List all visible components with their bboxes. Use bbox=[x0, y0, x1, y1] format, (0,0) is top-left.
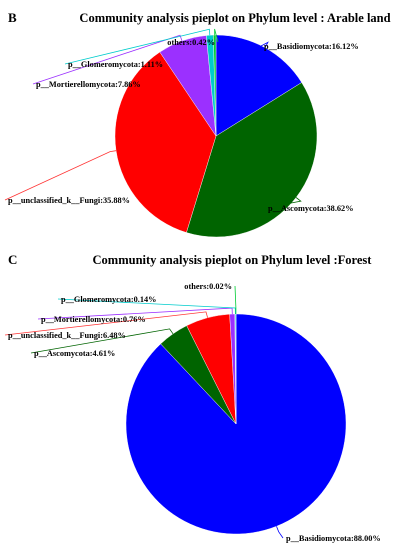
slice-label: p__Basidiomycota:88.00% bbox=[286, 534, 381, 543]
pie-slices bbox=[114, 34, 318, 238]
chart-title: Community analysis pieplot on Phylum lev… bbox=[93, 253, 373, 267]
slice-label: p__unclassified_k__Fungi:35.88% bbox=[8, 196, 130, 205]
leader-line bbox=[4, 150, 117, 201]
pie-slices bbox=[125, 313, 347, 535]
leader-line bbox=[260, 41, 269, 48]
slice-label: p__Ascomycota:38.62% bbox=[268, 204, 354, 213]
slice-label: p__Basidiomycota:16.12% bbox=[264, 42, 359, 51]
panel-letter: C bbox=[8, 252, 17, 267]
leader-line bbox=[64, 28, 211, 65]
slice-labels: p__Basidiomycota:16.12% p__Ascomycota:38.… bbox=[8, 38, 359, 213]
leader-line bbox=[57, 298, 236, 315]
pie-slice bbox=[215, 34, 302, 137]
leader-line bbox=[30, 328, 174, 354]
leader-line bbox=[32, 34, 183, 85]
slice-label: p__unclassified_k__Fungi:6.48% bbox=[8, 331, 126, 340]
slice-label: others:0.42% bbox=[167, 38, 215, 47]
leader-lines bbox=[4, 285, 284, 539]
leader-line bbox=[4, 311, 208, 336]
chart-title: Community analysis pieplot on Phylum lev… bbox=[79, 11, 390, 25]
slice-label: p__Glomeromycota:1.11% bbox=[68, 60, 163, 69]
leader-line bbox=[214, 28, 219, 43]
chart-panel-forest: C Community analysis pieplot on Phylum l… bbox=[4, 252, 381, 543]
slice-label: p__Ascomycota:4.61% bbox=[34, 349, 115, 358]
slice-label: others:0.02% bbox=[184, 282, 232, 291]
leader-line bbox=[264, 197, 302, 209]
chart-panel-arable-land: B Community analysis pieplot on Phylum l… bbox=[4, 10, 391, 238]
leader-line bbox=[234, 285, 237, 314]
leader-line bbox=[276, 526, 284, 539]
slice-labels: p__Basidiomycota:88.00% p__Ascomycota:4.6… bbox=[8, 282, 381, 543]
slice-label: p__Mortierellomycota:7.86% bbox=[36, 80, 141, 89]
panel-letter: B bbox=[8, 10, 17, 25]
slice-label: p__Glomeromycota:0.14% bbox=[61, 295, 156, 304]
leader-lines bbox=[4, 28, 302, 209]
slice-label: p__Mortierellomycota:0.76% bbox=[41, 315, 146, 324]
